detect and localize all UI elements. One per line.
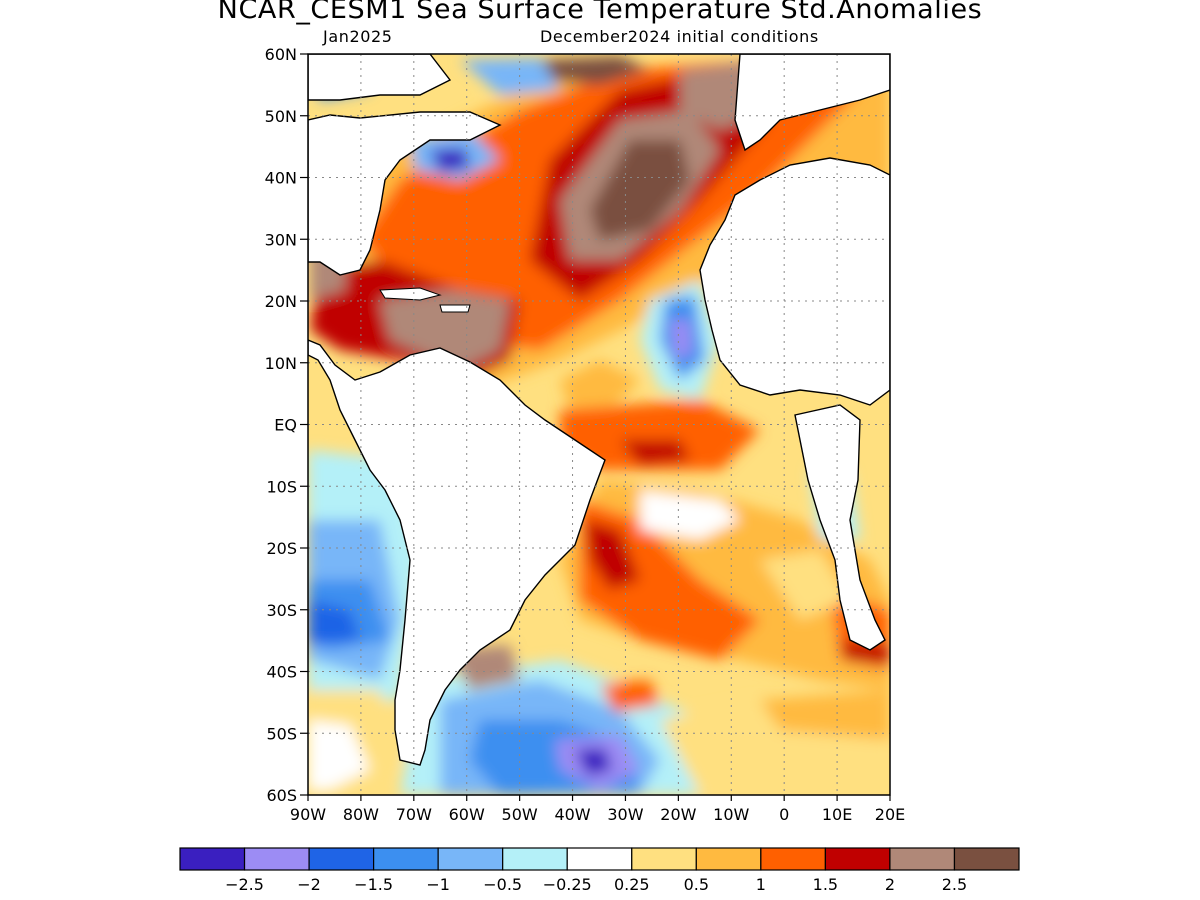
colorbar-swatch [889, 847, 956, 871]
lat-tick-label: 10N [265, 354, 297, 373]
islands [379, 287, 471, 313]
lat-tick-label: 50N [265, 107, 297, 126]
colorbar-tick-label: −2.5 [225, 875, 264, 894]
lat-tick-label: 30S [266, 601, 297, 620]
anomaly-field [308, 54, 890, 795]
lat-tick-label: 40N [265, 169, 297, 188]
lon-tick-label: 90W [290, 805, 326, 824]
colorbar-tick-label: −1 [426, 875, 450, 894]
colorbar-swatch [437, 847, 504, 871]
colorbar-swatch [179, 847, 246, 871]
lat-tick-label: 20S [266, 539, 297, 558]
longitude-labels: 90W 80W 70W 60W 50W 40W 30W 20W 10W 0 10E 20E [290, 795, 905, 824]
colorbar-swatch [760, 847, 826, 871]
lat-tick-label: 40S [266, 663, 297, 682]
colorbar-swatch [953, 847, 1020, 871]
lon-tick-label: 50W [502, 805, 538, 824]
latitude-labels: 60N 50N 40N 30N 20N 10N EQ 10S 20S 30S 40S 50S 60S [265, 45, 308, 805]
colorbar-swatch [695, 847, 762, 871]
colorbar-tick-label: 1.5 [813, 875, 838, 894]
lon-tick-label: 80W [343, 805, 379, 824]
colorbar-tick-label: 2.5 [942, 875, 967, 894]
colorbar-tick-label: 0.5 [684, 875, 709, 894]
map-title: NCAR_CESM1 Sea Surface Temperature Std.A… [217, 0, 983, 25]
lat-tick-label: 60S [266, 786, 297, 805]
continents [308, 54, 890, 766]
colorbar-swatch [502, 847, 568, 871]
colorbar-swatch [308, 847, 375, 871]
colorbar-tick-label: −0.5 [483, 875, 522, 894]
lat-tick-label: 20N [265, 292, 297, 311]
forecast-month: Jan2025 [323, 27, 393, 46]
colorbar-tick-label: −1.5 [354, 875, 393, 894]
lat-tick-label: 50S [266, 724, 297, 743]
lon-tick-label: 70W [396, 805, 432, 824]
lon-tick-label: 40W [554, 805, 590, 824]
lat-tick-label: 30N [265, 230, 297, 249]
graticule [308, 54, 890, 795]
colorbar-tick-label: 1 [756, 875, 766, 894]
lon-tick-label: 30W [607, 805, 643, 824]
lon-tick-label: 20W [660, 805, 696, 824]
lon-tick-label: 10E [822, 805, 852, 824]
lat-tick-label: 60N [265, 45, 297, 64]
lon-tick-label: 0 [779, 805, 789, 824]
colorbar-tick-label: 2 [885, 875, 895, 894]
colorbar-tick-label: −0.25 [543, 875, 592, 894]
lat-tick-label: EQ [274, 416, 297, 435]
lon-tick-label: 60W [449, 805, 485, 824]
lon-tick-label: 10W [713, 805, 749, 824]
colorbar-swatch [243, 847, 310, 871]
colorbar-tick-label: 0.25 [614, 875, 650, 894]
colorbar-swatch [824, 847, 891, 871]
colorbar: −2.5 −2 −1.5 −1 −0.5 −0.25 0.25 0.5 1 1.5 2 2.5 [179, 847, 1020, 894]
initial-conditions-label: December2024 initial conditions [540, 27, 819, 46]
lat-tick-label: 10S [266, 477, 297, 496]
colorbar-tick-label: −2 [297, 875, 321, 894]
colorbar-swatch [631, 847, 697, 871]
colorbar-swatch [566, 847, 633, 871]
lon-tick-label: 20E [875, 805, 905, 824]
colorbar-swatch [373, 847, 439, 871]
